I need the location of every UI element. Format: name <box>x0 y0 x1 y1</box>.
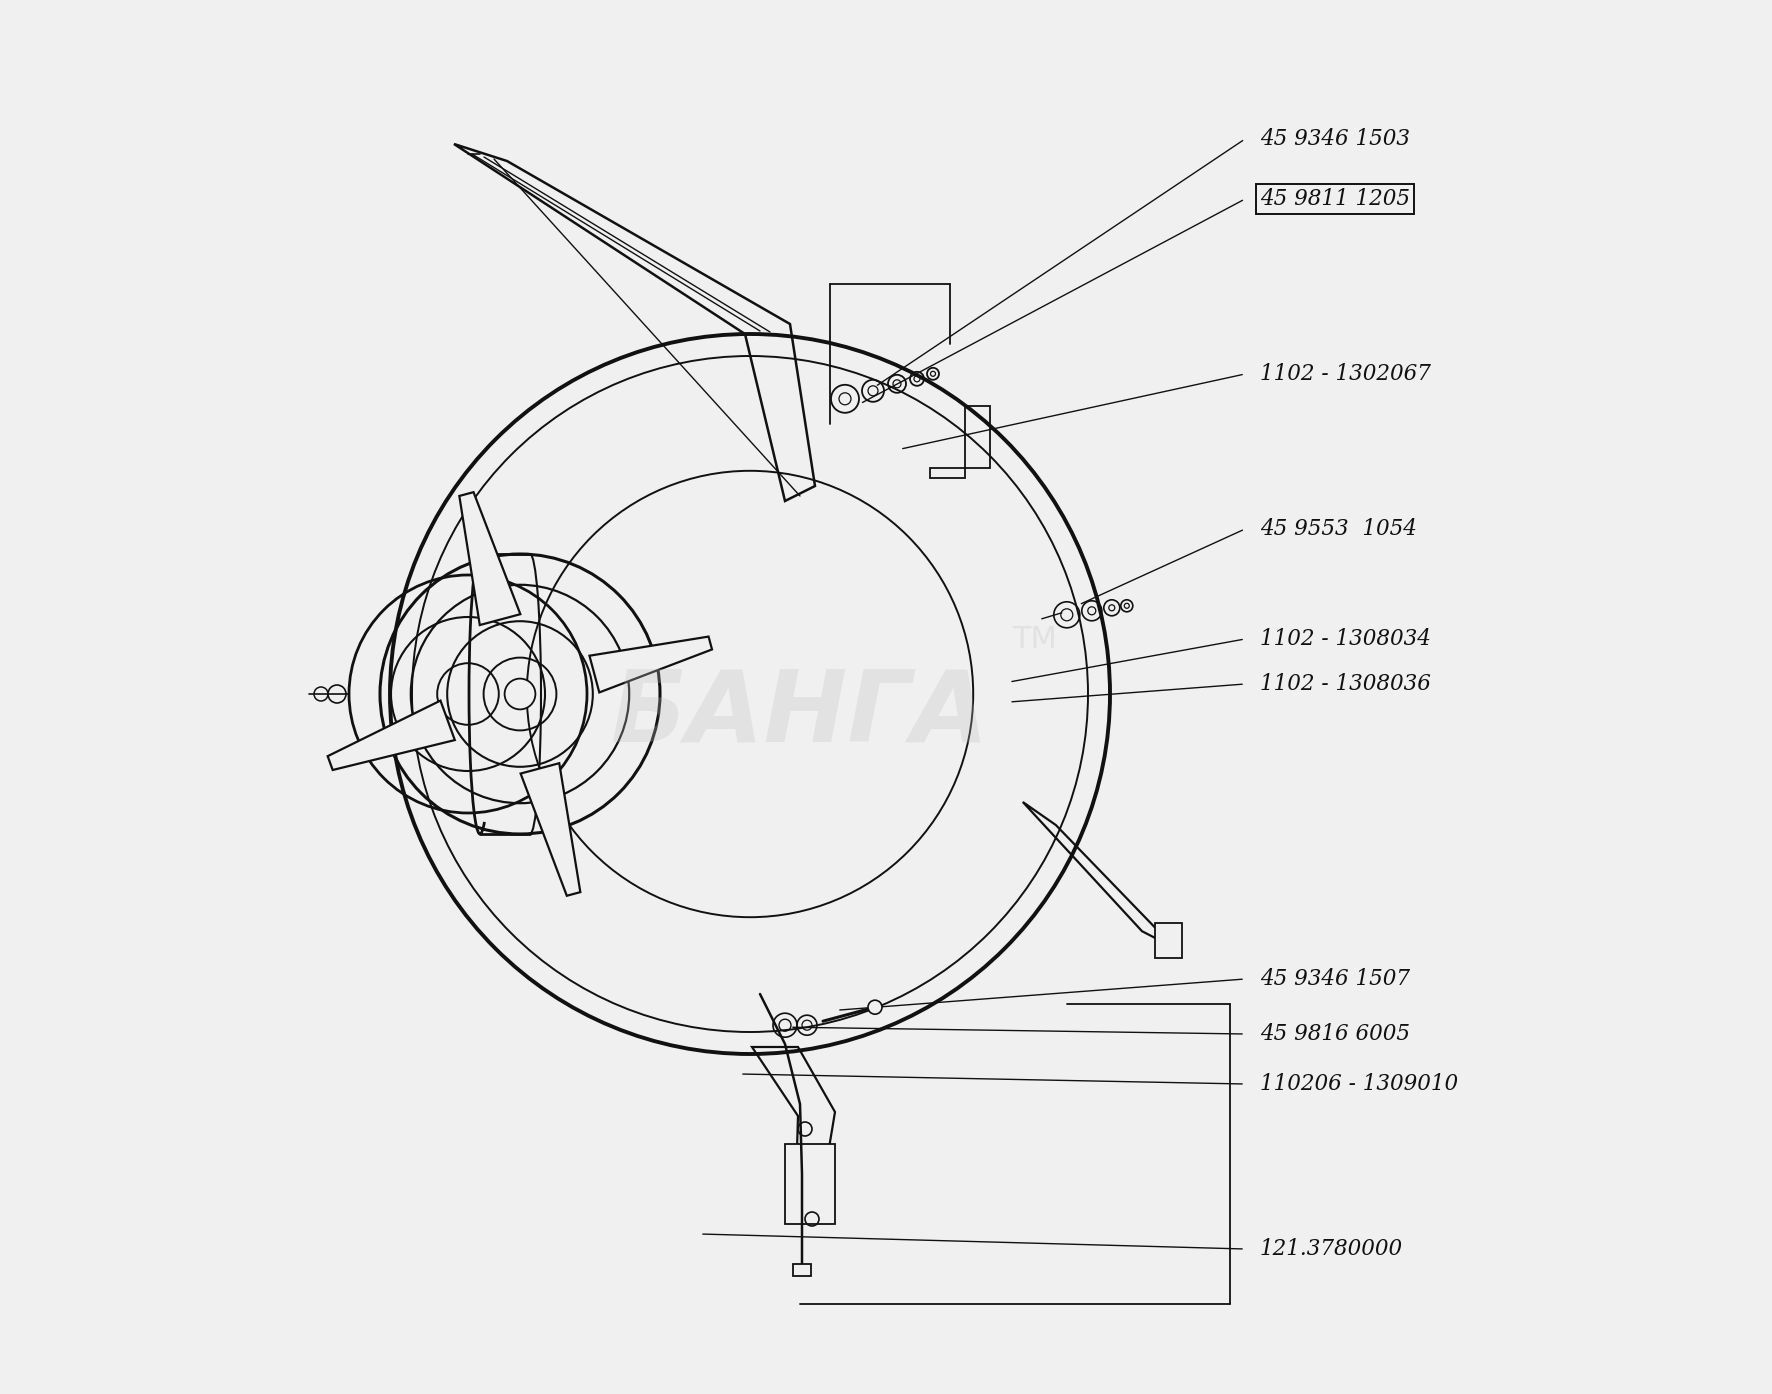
Text: 45 9811 1205: 45 9811 1205 <box>1260 188 1411 210</box>
Text: 1102 - 1302067: 1102 - 1302067 <box>1260 362 1430 385</box>
Polygon shape <box>521 763 581 896</box>
Text: 121.3780000: 121.3780000 <box>1260 1238 1403 1260</box>
Text: 45 9816 6005: 45 9816 6005 <box>1260 1023 1411 1046</box>
Text: 45 9346 1507: 45 9346 1507 <box>1260 967 1411 990</box>
Polygon shape <box>590 637 712 693</box>
Polygon shape <box>785 1144 835 1224</box>
Circle shape <box>505 679 535 710</box>
Text: 1102 - 1308036: 1102 - 1308036 <box>1260 673 1430 696</box>
Polygon shape <box>454 144 815 500</box>
Circle shape <box>868 1001 882 1015</box>
Polygon shape <box>930 406 991 478</box>
Text: БАНГА: БАНГА <box>611 665 989 763</box>
Text: 1102 - 1308034: 1102 - 1308034 <box>1260 629 1430 650</box>
Polygon shape <box>1022 802 1175 948</box>
Polygon shape <box>328 701 455 769</box>
Text: 110206 - 1309010: 110206 - 1309010 <box>1260 1073 1458 1096</box>
Polygon shape <box>751 1047 835 1216</box>
Text: 45 9346 1503: 45 9346 1503 <box>1260 128 1411 151</box>
Text: 45 9553  1054: 45 9553 1054 <box>1260 519 1418 539</box>
Bar <box>794 1264 812 1276</box>
Text: TM: TM <box>1012 625 1058 654</box>
Polygon shape <box>459 492 521 625</box>
Polygon shape <box>1155 923 1182 958</box>
